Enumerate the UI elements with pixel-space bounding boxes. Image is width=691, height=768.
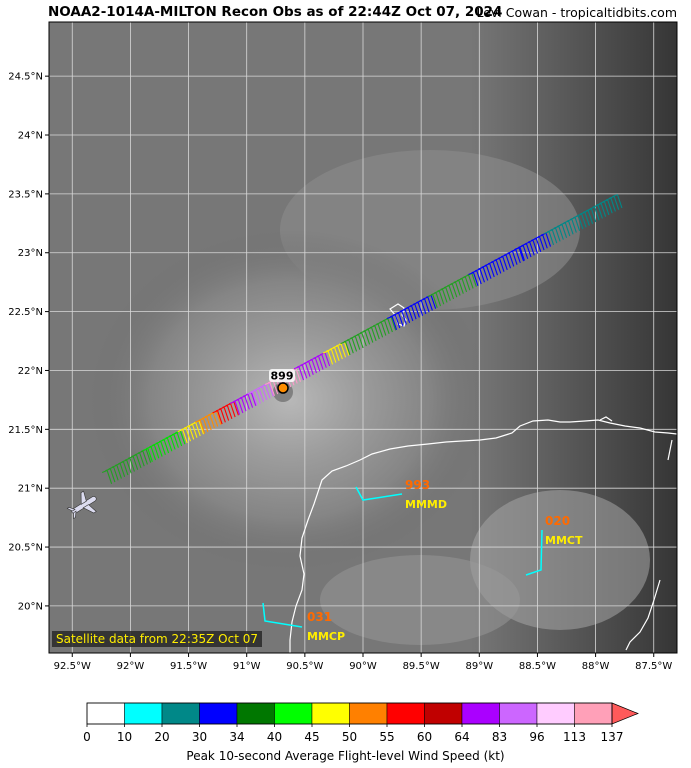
colorbar-title: Peak 10-second Average Flight-level Wind… <box>186 749 505 763</box>
x-tick-label: 91°W <box>233 661 261 672</box>
track-segment <box>427 272 477 308</box>
x-tick-label: 92.5°W <box>54 661 91 672</box>
y-tick-label: 22.5°N <box>8 307 43 318</box>
gridlines <box>49 22 677 653</box>
track-segment <box>177 420 205 444</box>
x-tick-label: 91.5°W <box>170 661 207 672</box>
y-tick-label: 22°N <box>18 366 43 377</box>
pressure-label-box <box>269 369 295 382</box>
surface-wind-barb <box>262 602 303 628</box>
y-tick-label: 23°N <box>18 248 43 259</box>
center-fix-marker <box>277 382 289 394</box>
track-segment <box>468 247 525 286</box>
track-segment <box>194 410 222 434</box>
surface-ob-id: MMMD <box>405 498 447 511</box>
surface-ob-value: 031 <box>307 610 332 624</box>
surface-ob-value: 020 <box>545 514 570 528</box>
axis-ticks: 92.5°W 92°W 91.5°W 91°W 90.5°W 90°W 89.5°W 89°W… <box>8 72 672 672</box>
surface-wind-barb <box>525 529 543 576</box>
y-tick-label: 24°N <box>18 131 43 142</box>
satellite-time-label: Satellite data from 22:35Z Oct 07 <box>52 631 262 647</box>
x-tick-label: 92°W <box>117 661 145 672</box>
track-segment <box>340 316 397 356</box>
x-tick-label: 88°W <box>582 661 610 672</box>
x-tick-label: 89°W <box>465 661 493 672</box>
storm-cloud-mass <box>90 230 490 570</box>
track-segment <box>101 448 152 485</box>
y-tick-label: 21.5°N <box>8 425 43 436</box>
y-tick-label: 20°N <box>18 601 43 612</box>
x-tick-label: 90°W <box>349 661 377 672</box>
surface-ob-value: 993 <box>405 478 430 492</box>
surface-ob-id: MMCT <box>545 534 583 547</box>
y-tick-label: 24.5°N <box>8 72 43 83</box>
surface-ob-id: MMCP <box>307 630 345 643</box>
x-tick-label: 89.5°W <box>403 661 440 672</box>
x-tick-label: 87.5°W <box>635 661 672 672</box>
track-segment <box>229 392 257 415</box>
track-segment <box>543 194 623 246</box>
aircraft-icon <box>66 490 97 520</box>
y-tick-label: 20.5°N <box>8 543 43 554</box>
center-pressure-label: 899 <box>271 370 294 383</box>
x-tick-label: 90.5°W <box>286 661 323 672</box>
chart-title: NOAA2-1014A-MILTON Recon Obs as of 22:44… <box>48 4 503 20</box>
x-tick-label: 88.5°W <box>519 661 556 672</box>
cloud-band <box>320 555 520 645</box>
track-segment <box>514 232 552 261</box>
flight-track <box>101 194 623 485</box>
y-tick-label: 23.5°N <box>8 189 43 200</box>
center-fix: 899 <box>269 369 295 394</box>
surface-wind-barb <box>355 486 403 501</box>
track-segment <box>293 352 331 381</box>
track-segment <box>386 294 437 330</box>
y-tick-label: 21°N <box>18 484 43 495</box>
credit-text: Levi Cowan - tropicaltidbits.com <box>476 5 677 20</box>
surface-wind-barbs <box>262 486 543 628</box>
